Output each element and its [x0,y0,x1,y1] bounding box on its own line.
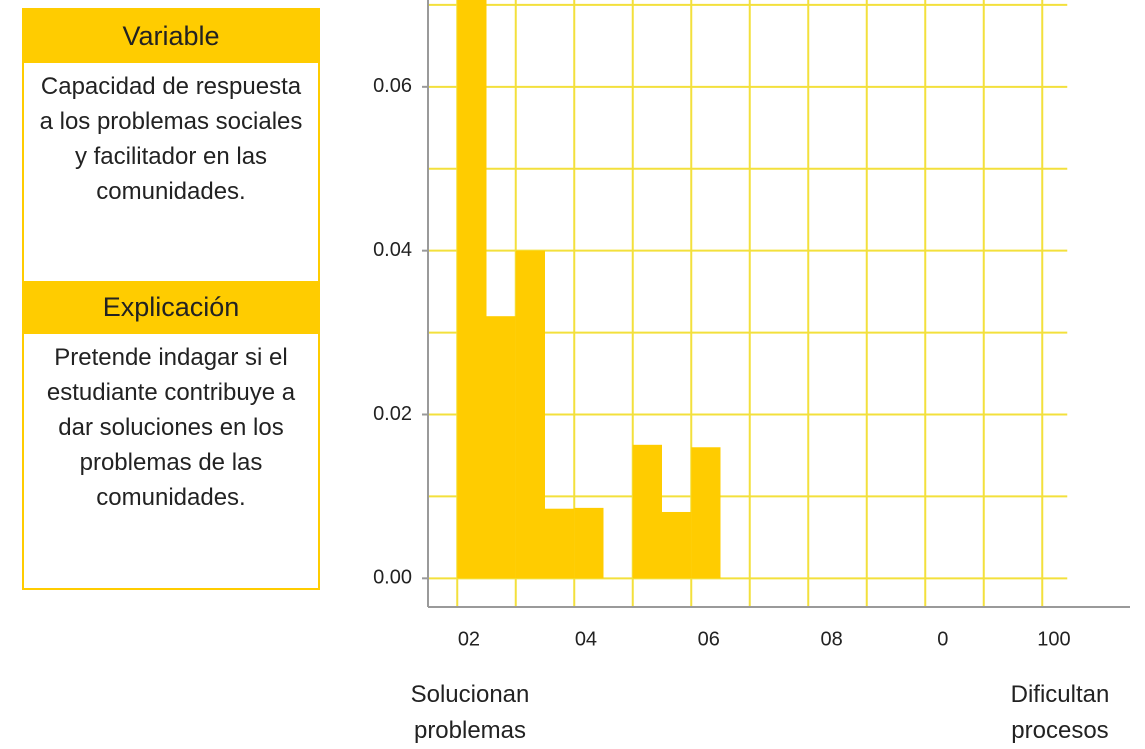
x-tick-label: 06 [698,628,720,650]
y-tick-label: 0.04 [373,239,412,261]
bar [574,507,604,579]
bar [662,511,692,579]
section-text: Capacidad de respuesta a los problemas s… [39,73,303,205]
bar [457,0,487,579]
section-text: Pretende indagar si el estudiante contri… [46,344,296,511]
bar [515,250,545,579]
section-heading: Explicación [24,281,318,334]
section-heading: Variable [24,10,318,63]
left-label: Solucionan problemas [410,681,530,744]
bar [486,316,516,579]
x-tick-label: 0 [937,628,948,650]
x-tick-label: 04 [575,628,597,650]
x-tick-label: 08 [821,628,843,650]
y-tick-label: 0.06 [373,75,412,97]
bar [545,508,575,579]
info-panel: Variable Capacidad de respuesta a los pr… [22,8,320,590]
right-label: Dificultan procesos [1010,681,1110,744]
bar [632,444,662,579]
x-tick-label: 100 [1037,628,1070,650]
y-tick-label: 0.00 [373,567,412,589]
y-tick-label: 0.02 [373,403,412,425]
x-tick-label: 02 [458,628,480,650]
bars [457,0,721,579]
bar [691,447,721,579]
